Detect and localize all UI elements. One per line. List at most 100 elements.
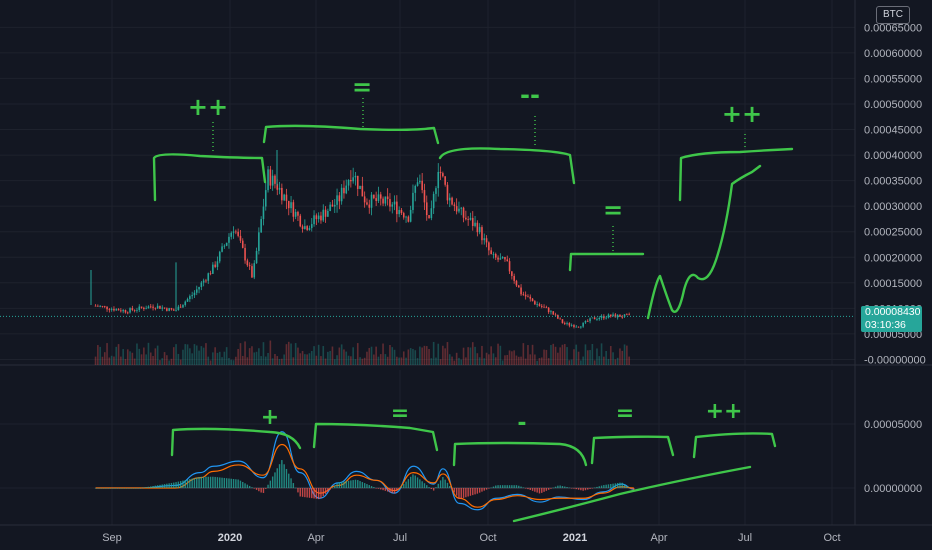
candle-body xyxy=(175,310,177,311)
histogram-bar xyxy=(251,487,253,488)
histogram-bar xyxy=(258,488,260,492)
histogram-bar xyxy=(614,483,617,488)
candle-body xyxy=(315,215,318,220)
histogram-bar xyxy=(136,488,138,489)
volume-bar xyxy=(322,346,325,365)
grid xyxy=(0,0,932,526)
candle-body xyxy=(154,307,157,309)
price-tick-label: 0.00055000 xyxy=(864,73,922,85)
histogram-bar xyxy=(623,484,626,488)
volume-bar xyxy=(223,351,226,365)
candle-body xyxy=(260,219,262,233)
candle-body xyxy=(281,187,283,201)
candle-body xyxy=(446,184,449,201)
candle-body xyxy=(609,314,612,317)
volume-bar xyxy=(189,348,191,365)
histogram-bar xyxy=(446,482,449,488)
volume-bar xyxy=(598,356,601,365)
volume-bar xyxy=(414,350,417,365)
histogram-bar xyxy=(329,488,331,490)
volume-bar xyxy=(439,359,442,365)
annotation-label-lower: - xyxy=(517,411,526,436)
time-axis: Sep 2020 Apr Jul Oct 2021 Apr Jul Oct xyxy=(102,532,840,544)
histogram-bar xyxy=(239,480,242,488)
volume-bar xyxy=(113,356,115,365)
indicator-axis: 0.00005000 0.00000000 xyxy=(864,419,922,495)
histogram-bar xyxy=(593,487,596,489)
histogram-bar xyxy=(472,488,474,496)
candle-body xyxy=(147,306,150,309)
candle-body xyxy=(386,196,389,200)
histogram-bar xyxy=(460,488,462,499)
candle-body xyxy=(347,179,350,186)
candle-body xyxy=(384,196,387,204)
histogram-bar xyxy=(363,483,366,488)
histogram-bar xyxy=(131,488,134,489)
volume-bar xyxy=(120,356,122,365)
histogram-bar xyxy=(216,477,219,488)
candle-body xyxy=(228,236,230,243)
volume-bar xyxy=(283,354,285,365)
candle-body xyxy=(94,305,97,307)
candle-body xyxy=(550,311,552,313)
volume-bar xyxy=(205,343,207,365)
candle-body xyxy=(603,315,605,319)
histogram-bar xyxy=(488,488,490,489)
candle-body xyxy=(117,309,120,311)
histogram-bar xyxy=(262,488,265,493)
volume-bar xyxy=(515,355,518,365)
histogram-bar xyxy=(582,488,584,491)
histogram-bar xyxy=(541,488,543,493)
time-tick-label: Sep xyxy=(102,532,122,544)
volume-bar xyxy=(336,355,338,365)
candle-body xyxy=(623,314,626,317)
histogram-bar xyxy=(633,488,635,491)
histogram-bar xyxy=(589,488,591,489)
candle-body xyxy=(253,263,256,278)
volume-bar xyxy=(230,359,233,365)
currency-badge[interactable]: BTC xyxy=(876,6,910,24)
volume-bar xyxy=(547,358,550,365)
volume-bar xyxy=(244,341,246,365)
volume-bar xyxy=(485,352,488,365)
histogram-bar xyxy=(536,488,538,493)
histogram-bar xyxy=(202,476,205,488)
volume-bar xyxy=(251,346,253,365)
candle-body xyxy=(276,183,279,190)
candle-body xyxy=(207,273,210,281)
candle-body xyxy=(216,261,219,267)
histogram-bar xyxy=(630,488,633,490)
histogram-bar xyxy=(313,488,315,499)
candle-body xyxy=(396,201,398,215)
volume-bar xyxy=(115,346,118,365)
histogram-bar xyxy=(140,487,143,489)
time-tick-label: Jul xyxy=(393,532,407,544)
histogram-bar xyxy=(504,485,506,488)
candle-body xyxy=(412,192,414,210)
histogram-bar xyxy=(122,488,124,489)
candle-body xyxy=(561,319,564,324)
histogram-bar xyxy=(529,488,531,491)
volume-bar xyxy=(621,350,624,365)
candle-body xyxy=(359,185,361,189)
histogram-bar xyxy=(605,484,607,488)
volume-bar xyxy=(476,353,479,365)
candle-body xyxy=(313,215,315,225)
histogram-bar xyxy=(474,488,476,495)
annotation-stroke xyxy=(512,465,752,523)
trend-drawings xyxy=(152,98,794,523)
candle-body xyxy=(345,185,348,194)
volume-bar xyxy=(554,346,557,365)
volume-bar xyxy=(184,344,187,365)
candle-body xyxy=(425,202,428,216)
histogram-bar xyxy=(317,488,320,500)
annotation-label-lower: + xyxy=(261,405,279,430)
annotation-stroke xyxy=(646,164,762,320)
candle-body xyxy=(179,306,182,308)
volume-bar xyxy=(513,350,515,365)
candle-body xyxy=(251,266,253,278)
candle-body xyxy=(513,275,515,281)
volume-bar xyxy=(384,354,387,365)
candle-body xyxy=(239,235,242,241)
